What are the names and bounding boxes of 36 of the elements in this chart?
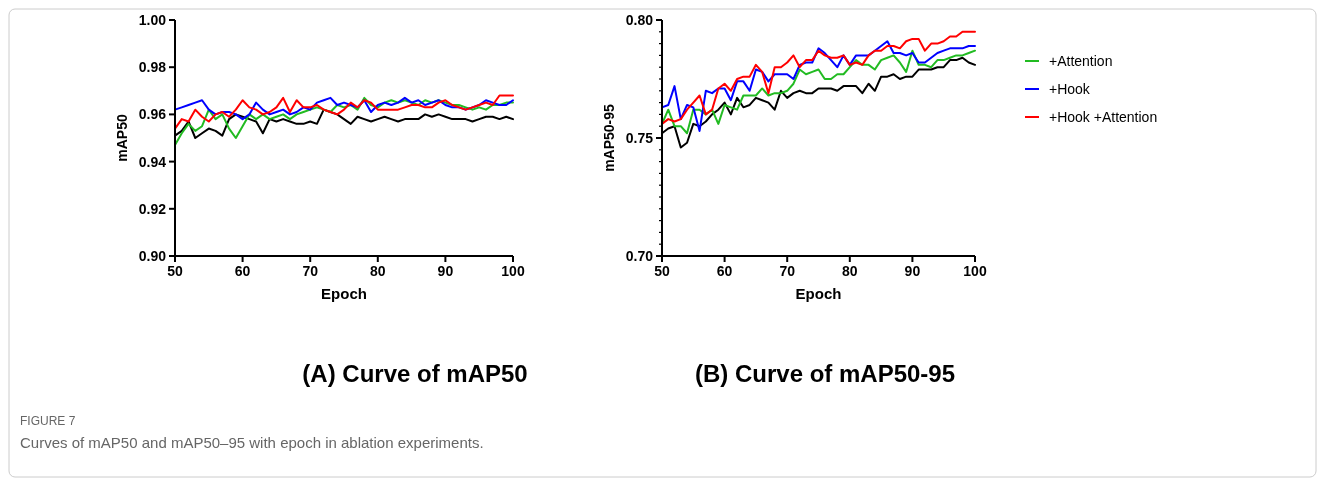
x-tick-label: 80: [370, 263, 386, 279]
line-series: [661, 30, 976, 125]
x-tick-label: 80: [842, 263, 858, 279]
y-tick-label: 0.75: [625, 130, 654, 146]
x-tick-label: 70: [302, 263, 319, 279]
text: (B) Curve of mAP50-95: [694, 360, 956, 387]
x-tick-label: 50: [167, 263, 183, 279]
y-tick-label: 0.90: [138, 248, 167, 264]
x-tick-label: 50: [654, 263, 670, 279]
x-tick-label: 70: [779, 263, 796, 279]
y-tick-label: 0.92: [138, 200, 167, 217]
line-series: [174, 96, 514, 147]
y-axis-title: mAP50: [114, 114, 130, 162]
x-tick-label: 90: [437, 263, 454, 279]
x-tick-label: 60: [716, 263, 733, 279]
line-series: [174, 94, 514, 130]
text: Curves of mAP50 and mAP50–95 with epoch in ablation experiments.: [20, 434, 484, 451]
legend-label: +Hook +Attention: [1049, 109, 1158, 125]
line-series: [174, 96, 514, 121]
x-tick-label: 100: [501, 263, 525, 279]
y-tick-label: 0.96: [138, 106, 167, 123]
legend-label: +Hook: [1049, 81, 1091, 97]
x-axis-title: Epoch: [795, 285, 842, 302]
x-tick-label: 90: [904, 263, 921, 279]
y-axis-title: mAP50-95: [601, 103, 617, 172]
y-tick-label: 0.80: [625, 12, 654, 28]
y-tick-label: 0.94: [138, 153, 167, 170]
y-tick-label: 1.00: [138, 12, 167, 28]
x-tick-label: 60: [234, 263, 251, 279]
caption: FIGURE 7: [20, 414, 76, 428]
x-tick-label: 100: [963, 263, 987, 279]
y-tick-label: 0.98: [138, 59, 167, 76]
text: (A) Curve of mAP50: [302, 360, 528, 387]
legend-label: +Attention: [1049, 53, 1113, 69]
y-tick-label: 0.70: [625, 248, 654, 264]
x-axis-title: Epoch: [321, 285, 367, 302]
